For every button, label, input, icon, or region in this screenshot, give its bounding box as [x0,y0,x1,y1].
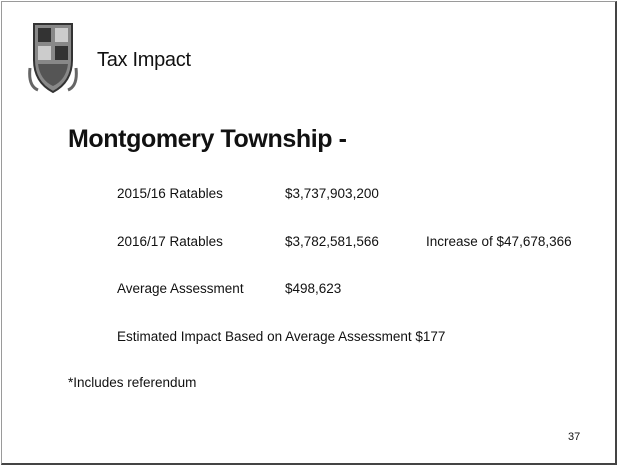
township-crest [28,23,78,94]
slide-frame [1,1,617,465]
row-label: 2016/17 Ratables [117,233,223,249]
footnote: *Includes referendum [68,375,197,390]
row-value: $3,737,903,200 [285,186,379,201]
row-label: Average Assessment [117,281,244,296]
row-note: Increase of $47,678,366 [426,233,572,249]
estimate: Estimated Impact Based on Average Assess… [117,329,446,344]
row-value: $3,782,581,566 [285,233,379,249]
page-number: 37 [568,431,581,443]
row-value: $498,623 [285,281,342,296]
heading: Montgomery Township - [68,125,347,153]
slide-title: Tax Impact [97,49,191,71]
row-label: 2015/16 Ratables [117,186,223,201]
